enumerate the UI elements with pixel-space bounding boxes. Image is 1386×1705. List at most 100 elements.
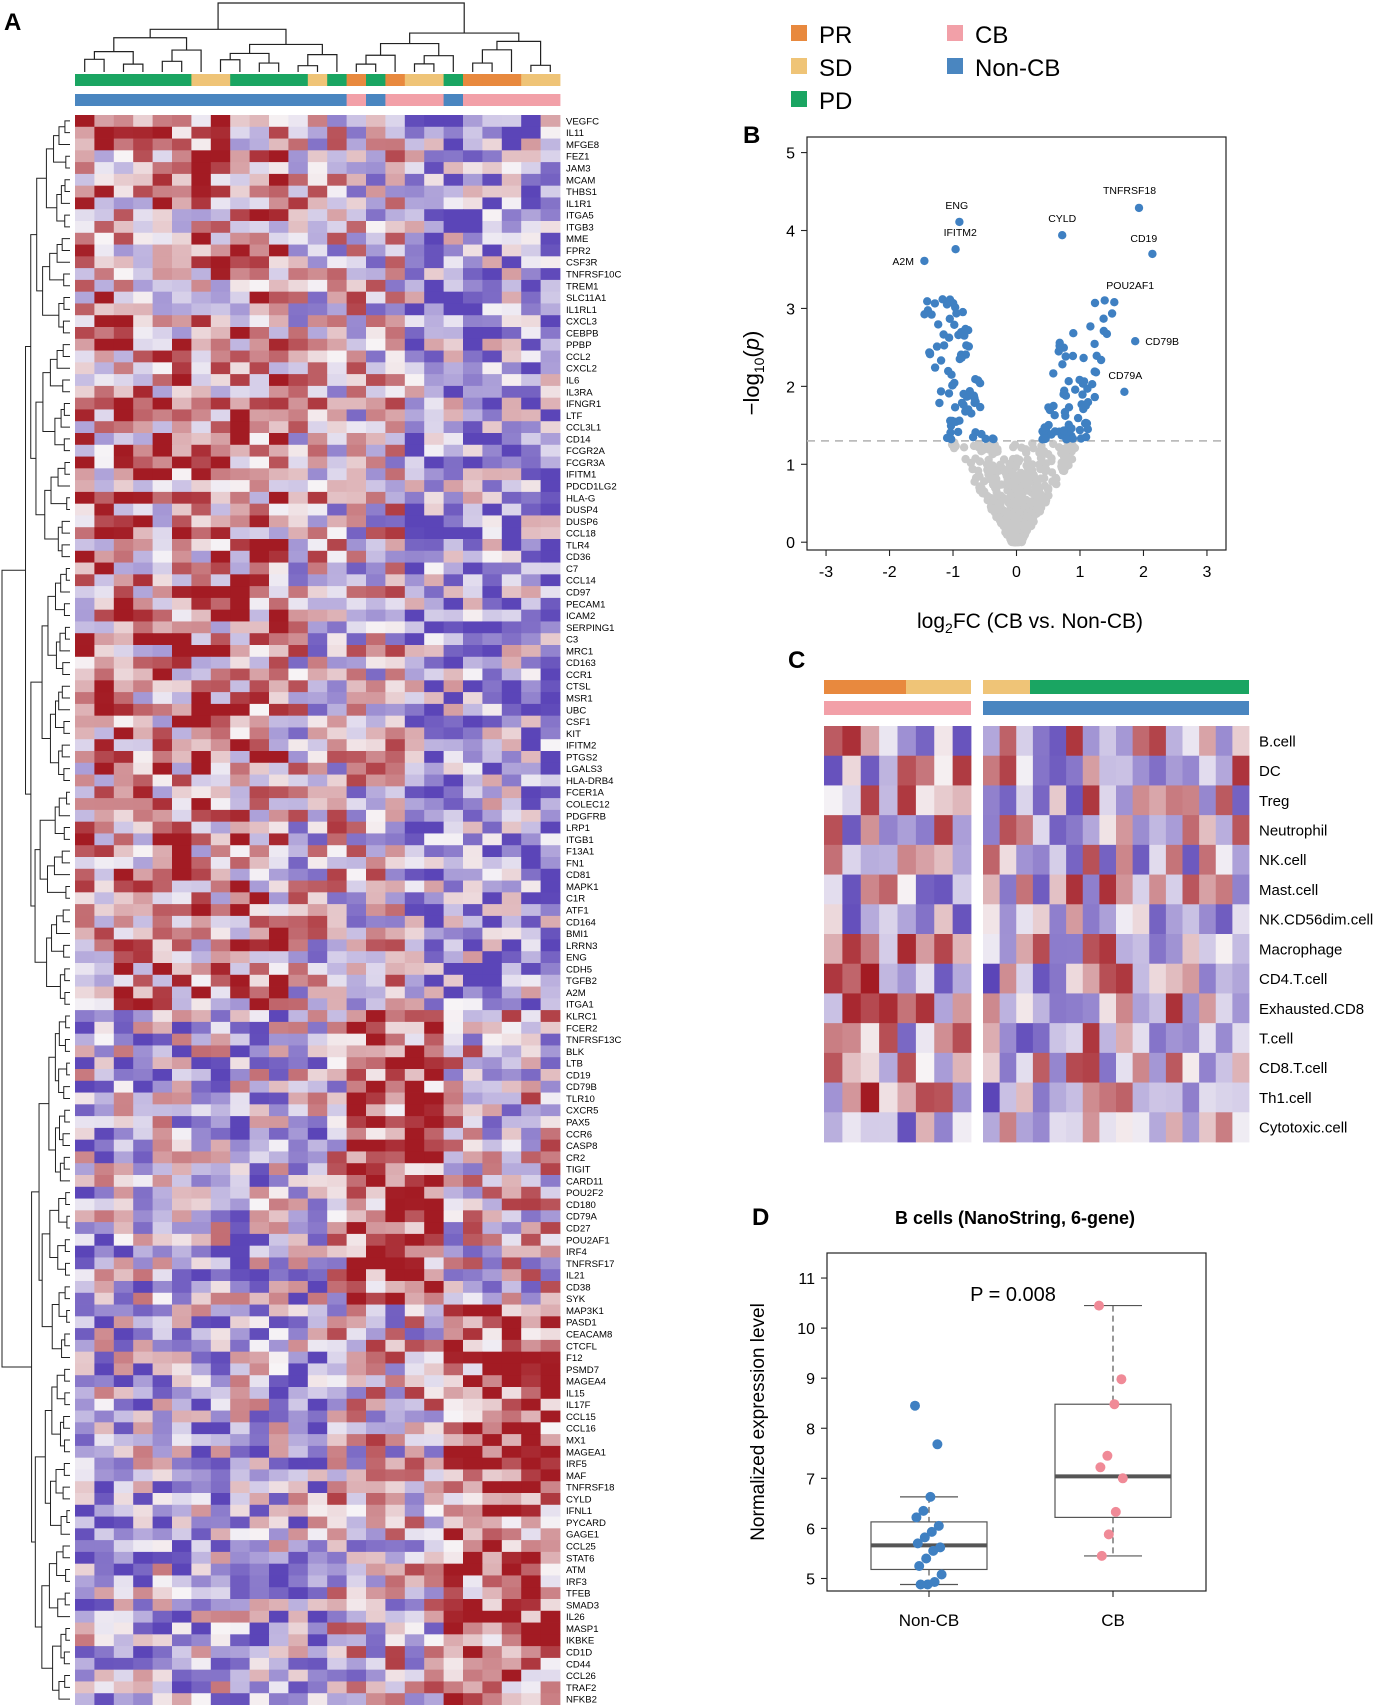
heatmap-a-cell xyxy=(346,703,367,717)
heatmap-a-cell xyxy=(482,374,503,387)
heatmap-a-cell xyxy=(113,1021,134,1035)
heatmap-a-cell xyxy=(113,857,134,870)
heatmap-a-cell xyxy=(191,1646,212,1659)
heatmap-a-cell xyxy=(210,138,231,151)
heatmap-a-cell xyxy=(521,1457,541,1470)
heatmap-a-cell xyxy=(288,503,309,516)
heatmap-a-cell xyxy=(307,751,328,764)
volcano-point-sig xyxy=(1100,296,1109,305)
heatmap-a-cell xyxy=(152,692,173,705)
heatmap-a-cell xyxy=(463,527,483,540)
heatmap-a-cell xyxy=(346,845,367,858)
heatmap-a-cell xyxy=(152,268,173,281)
heatmap-a-cell xyxy=(113,1222,134,1235)
heatmap-a-cell xyxy=(152,1657,173,1671)
heatmap-a-cell xyxy=(327,1269,347,1282)
heatmap-a-cell xyxy=(152,1163,173,1176)
heatmap-a-cell xyxy=(424,350,444,363)
heatmap-a-cell xyxy=(269,1516,289,1529)
heatmap-c-cell xyxy=(897,1082,917,1113)
heatmap-a-cell xyxy=(269,327,289,340)
heatmap-a-cell xyxy=(269,221,289,234)
heatmap-a-cell xyxy=(404,327,425,340)
heatmap-a-cell xyxy=(521,421,541,434)
heatmap-a-cell xyxy=(501,1033,522,1046)
volcano-point-ns xyxy=(989,496,998,505)
heatmap-a-cell xyxy=(463,550,483,563)
volcano-point-sig xyxy=(1083,398,1093,407)
heatmap-a-cell xyxy=(249,1292,270,1305)
heatmap-a-cell xyxy=(521,597,541,611)
heatmap-c-cell xyxy=(952,993,972,1024)
heatmap-a-cell xyxy=(346,138,367,151)
heatmap-a-cell xyxy=(463,209,483,222)
heatmap-a-cell xyxy=(521,833,541,846)
heatmap-a-cell xyxy=(443,327,464,340)
row-dendrogram-branch xyxy=(62,662,70,675)
heatmap-a-cell xyxy=(113,338,134,351)
heatmap-a-cell xyxy=(94,468,115,481)
heatmap-a-cell xyxy=(269,1563,289,1576)
heatmap-a-cell xyxy=(385,1339,406,1353)
row-dendrogram-branch xyxy=(55,1468,65,1494)
heatmap-a-cell xyxy=(443,833,464,846)
heatmap-a-cell xyxy=(249,762,270,775)
heatmap-a-cell xyxy=(230,1198,250,1211)
heatmap-a-cell xyxy=(443,138,464,151)
heatmap-c-cell xyxy=(842,726,862,757)
heatmap-a-cell xyxy=(482,468,503,481)
heatmap-a-cell xyxy=(463,1551,483,1565)
heatmap-a-cell xyxy=(346,1622,367,1635)
heatmap-a-cell xyxy=(230,963,250,976)
response-annotation-cell xyxy=(404,74,425,86)
heatmap-a-cell xyxy=(463,138,483,151)
heatmap-a-cell xyxy=(443,1669,464,1682)
heatmap-a-cell xyxy=(230,1092,250,1105)
heatmap-a-cell xyxy=(540,762,561,775)
row-dendrogram-branch xyxy=(41,1233,53,1328)
heatmap-a-cell xyxy=(249,927,270,940)
heatmap-a-cell xyxy=(482,597,503,611)
heatmap-a-cell xyxy=(424,1257,444,1270)
heatmap-a-cell xyxy=(172,539,192,552)
heatmap-a-cell xyxy=(269,1233,289,1247)
heatmap-a-cell xyxy=(152,1575,173,1588)
heatmap-a-cell xyxy=(75,150,95,163)
heatmap-a-cell xyxy=(463,656,483,669)
heatmap-a-cell xyxy=(463,1410,483,1423)
heatmap-c-cell xyxy=(1182,993,1200,1024)
heatmap-c-cell xyxy=(934,904,954,935)
heatmap-a-cell xyxy=(230,951,250,964)
heatmap-c-cell xyxy=(824,726,843,757)
heatmap-a-cell xyxy=(424,1139,444,1152)
heatmap-a-cell xyxy=(249,150,270,163)
heatmap-a-cell xyxy=(210,1222,231,1235)
heatmap-a-cell xyxy=(307,586,328,599)
heatmap-a-cell xyxy=(230,539,250,552)
heatmap-a-cell xyxy=(172,1186,192,1199)
heatmap-a-cell xyxy=(540,680,561,693)
panel-label-a: A xyxy=(4,9,21,36)
heatmap-a-cell xyxy=(385,1069,406,1082)
volcano-point-label: CD79B xyxy=(1145,336,1179,348)
heatmap-c-cell xyxy=(1066,726,1084,757)
heatmap-a-cell xyxy=(424,1551,444,1565)
heatmap-a-cell xyxy=(230,809,250,823)
heatmap-a-cell xyxy=(230,1422,250,1435)
heatmap-a-cell xyxy=(94,1504,115,1517)
heatmap-c-cell xyxy=(1099,1023,1117,1054)
heatmap-a-cell xyxy=(540,786,561,799)
heatmap-c-cell xyxy=(897,844,917,875)
heatmap-a-cell xyxy=(540,1163,561,1176)
heatmap-a-cell xyxy=(75,1504,95,1517)
heatmap-a-cell xyxy=(172,974,192,987)
heatmap-a-cell xyxy=(210,1257,231,1270)
heatmap-c-cell xyxy=(915,1112,935,1143)
gene-label: MAPK1 xyxy=(566,882,599,893)
heatmap-a-cell xyxy=(404,656,425,669)
heatmap-a-cell xyxy=(443,209,464,222)
heatmap-a-cell xyxy=(210,1092,231,1105)
heatmap-a-cell xyxy=(269,503,289,516)
heatmap-a-cell xyxy=(191,974,212,987)
volcano-point-sig xyxy=(950,403,960,412)
